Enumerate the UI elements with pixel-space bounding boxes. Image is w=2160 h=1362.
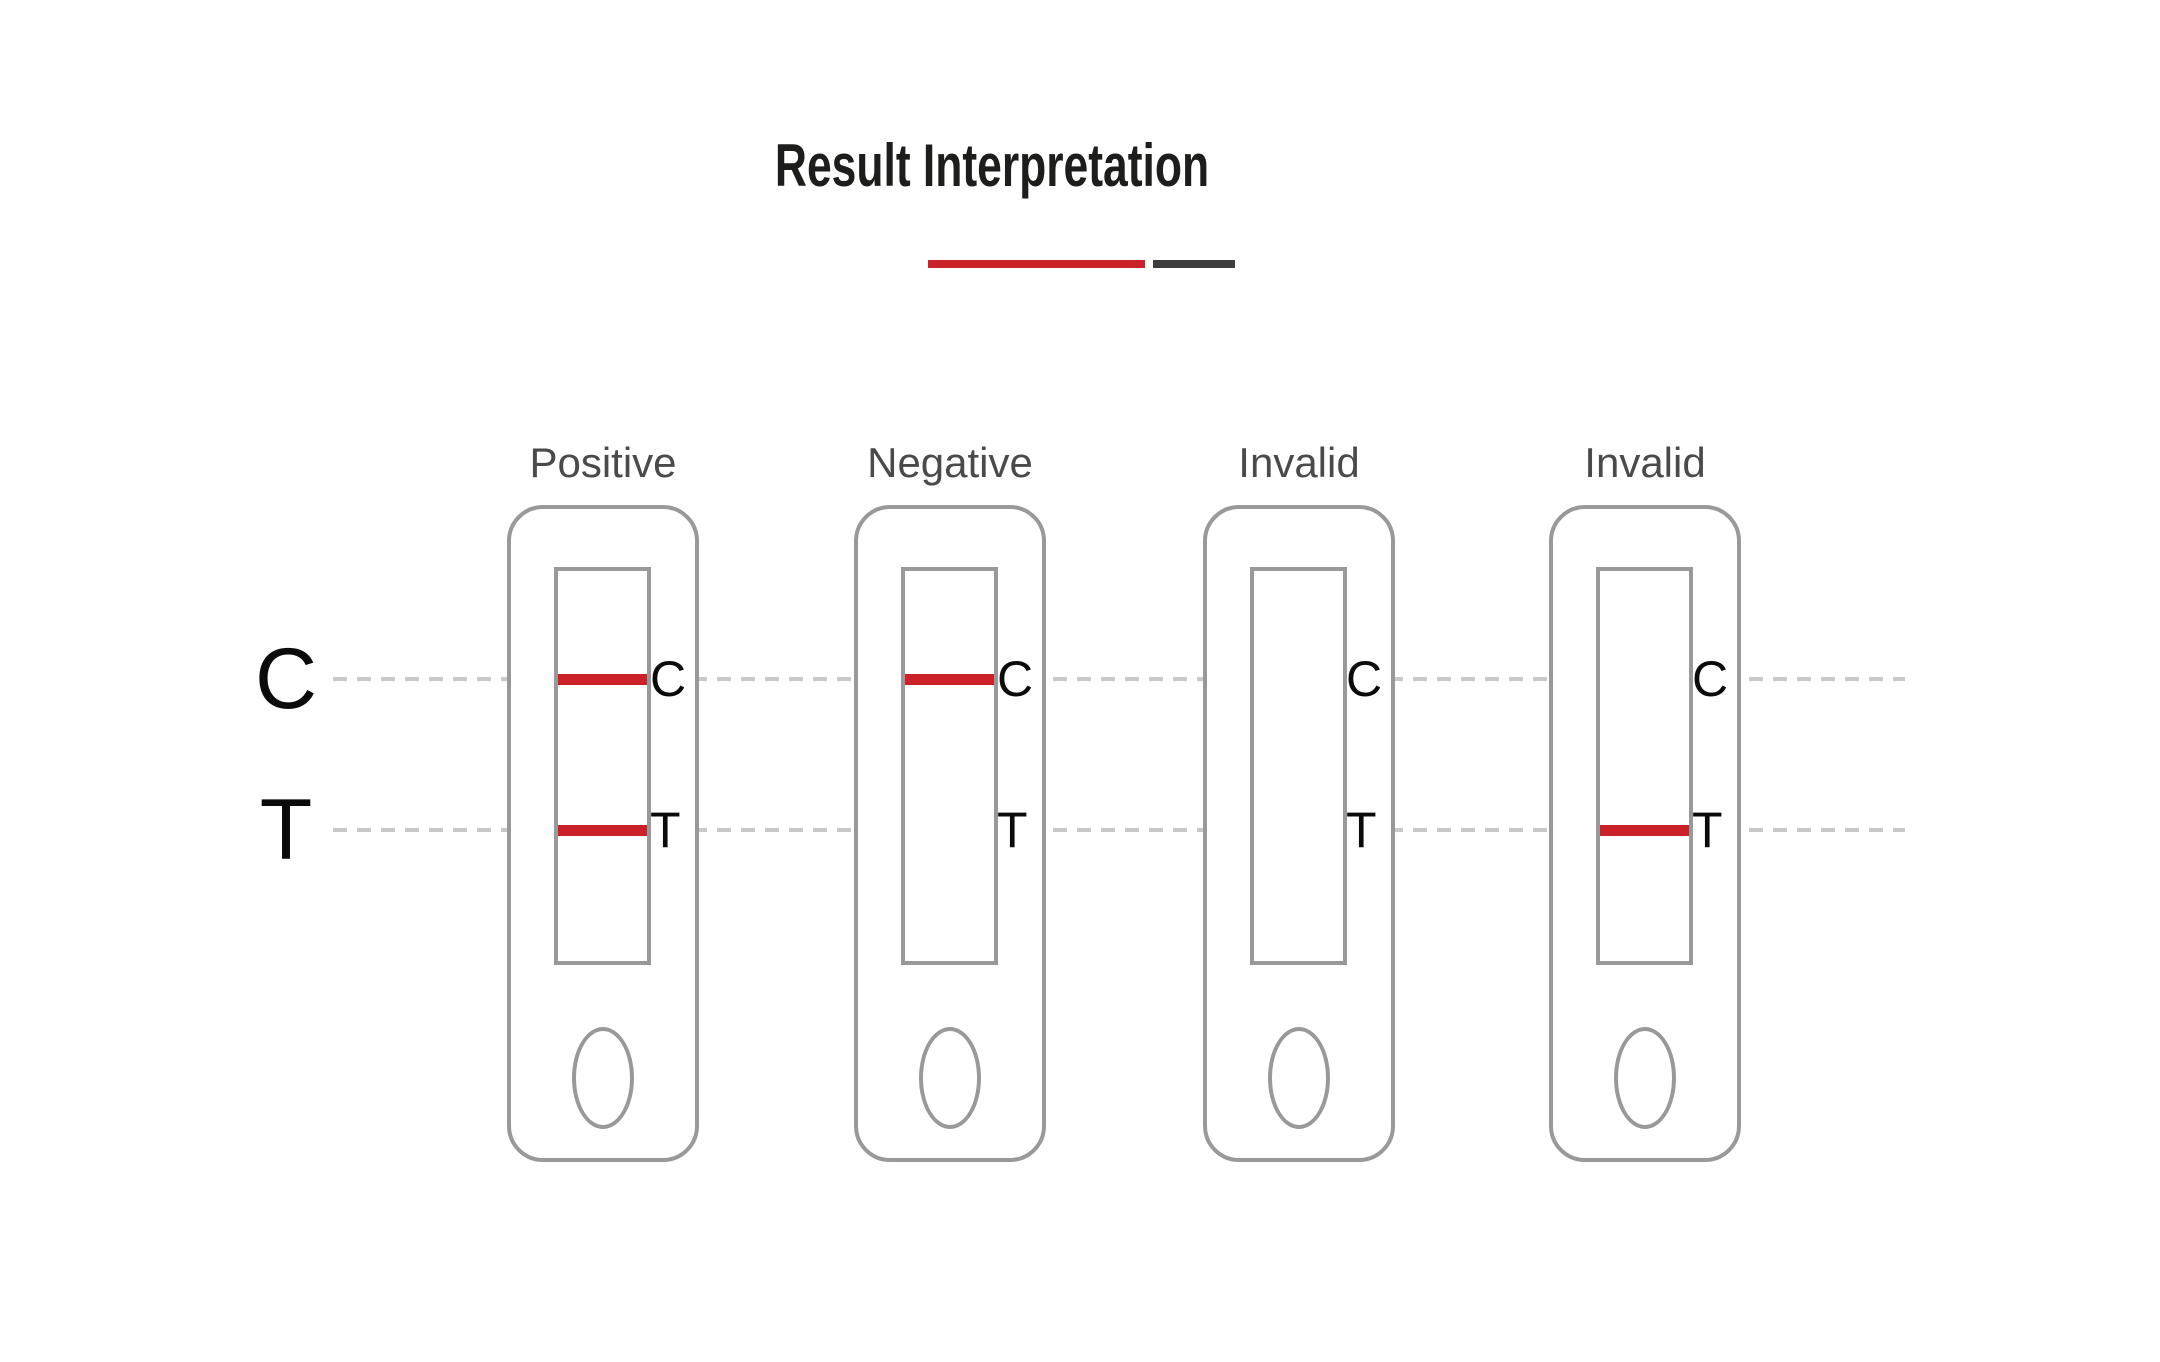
cassette-invalid-no-lines: Invalid C T [1203,436,1395,1166]
test-marker-label: T [650,802,681,858]
page-title: Result Interpretation [774,132,1210,199]
cassette-invalid-t-only: Invalid C T [1549,436,1741,1166]
test-marker-label: T [1692,802,1723,858]
result-window [1596,567,1693,965]
test-line-guide-dashes [333,828,1905,832]
cassette-body: C T [507,505,699,1162]
result-window [901,567,998,965]
cassette-body: C T [1549,505,1741,1162]
control-marker-label: C [997,651,1034,707]
test-line [1600,825,1689,836]
control-marker-label: C [650,651,687,707]
sample-well [1268,1027,1330,1129]
control-line-guide-dashes [333,677,1905,681]
sample-well [572,1027,634,1129]
control-line [558,674,647,685]
control-marker-label: C [1346,651,1383,707]
cassette-body: C T [1203,505,1395,1162]
test-axis-label: T [259,781,313,878]
cassette-result-label: Invalid [1238,439,1360,486]
title-divider-dark-bar [1153,260,1235,268]
control-axis-label: C [254,630,318,727]
result-window [1250,567,1347,965]
sample-well [1614,1027,1676,1129]
cassette-positive: Positive C T [507,436,699,1166]
title-divider-red-bar [928,260,1145,268]
cassette-negative: Negative C T [854,436,1046,1166]
cassette-result-label: Negative [867,439,1033,486]
cassette-body: C T [854,505,1046,1162]
sample-well [919,1027,981,1129]
cassette-result-label: Invalid [1584,439,1706,486]
control-line [905,674,994,685]
cassette-result-label: Positive [529,439,677,486]
test-marker-label: T [997,802,1028,858]
test-line [558,825,647,836]
result-window [554,567,651,965]
test-marker-label: T [1346,802,1377,858]
control-marker-label: C [1692,651,1729,707]
